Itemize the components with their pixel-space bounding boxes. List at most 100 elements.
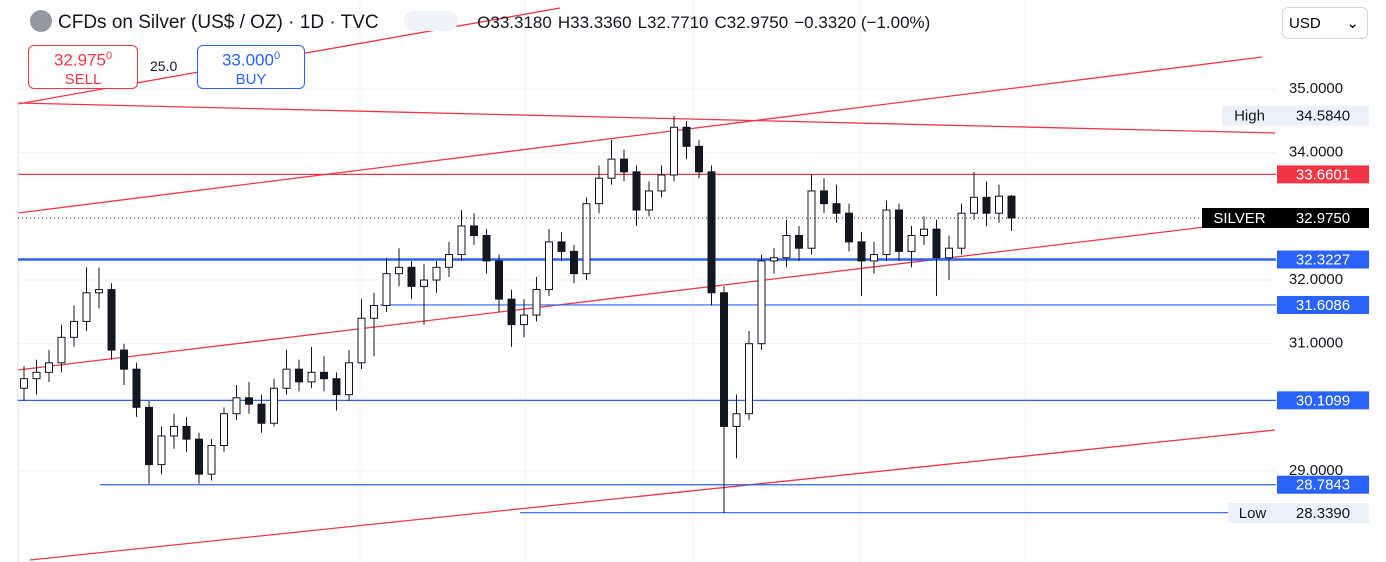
candle-body [807,190,816,249]
candle-body [257,403,266,424]
sell-button[interactable]: 32.9750 SELL [28,45,138,89]
candle-body [595,177,603,205]
marker-name: Low [1239,505,1267,522]
trend-line [17,56,1263,214]
candle-body [895,209,903,252]
candle-body [507,298,516,326]
candle-body [520,314,528,326]
trend-line [17,102,1276,134]
ohlc-value: L32.7710 [637,13,709,32]
candle-body [832,203,841,214]
candle-body [295,368,303,383]
level-tag [1277,250,1369,269]
candle-body [907,234,916,252]
candle-body [470,225,478,236]
candle-body [682,126,691,147]
marker-name-tag [1202,207,1277,228]
candle-body [620,158,628,173]
candle-body [632,171,641,211]
candle-body [107,289,116,351]
candle-body [445,254,453,268]
marker-name: High [1234,108,1265,125]
level-tag-label: 33.6601 [1296,166,1350,183]
level-tag-label: 31.6086 [1296,297,1350,314]
candle-body [995,195,1003,214]
candle-body [495,260,503,300]
candle-body [720,292,728,427]
marker-tag [1277,503,1369,524]
ohlc-value: C32.9750 [714,13,789,32]
candle-body [45,362,53,373]
candle-body [870,254,878,262]
candle-body [407,266,416,287]
candle-body [645,190,653,211]
candle-body [1007,195,1016,219]
trend-line [29,429,1276,561]
candle-body [207,445,216,475]
candle-body [957,212,966,249]
buy-price: 33.000 [221,50,274,70]
candle-body [232,397,241,415]
candle-body [532,289,541,316]
candle-body [820,190,828,205]
marker-name: SILVER [1213,210,1265,227]
level-tag-label: 30.1099 [1296,392,1350,409]
currency: USD [1289,15,1321,32]
level-tag [1277,391,1369,410]
candle-body [695,145,703,173]
currency-select[interactable]: USD ⌄ [1282,7,1368,39]
candle-body [382,273,391,307]
buy-digit: 0 [273,50,281,62]
ohlc-value: H33.3360 [557,13,632,32]
candle-body [920,228,928,236]
level-tag [1277,295,1369,314]
chart-title: CFDs on Silver (US$ / OZ) · 1D · TVC [58,12,379,33]
candle-body [582,203,591,275]
candle-body [670,126,678,176]
sell-price: 32.975 [53,50,106,70]
candle-body [332,378,341,396]
candle-body [932,228,941,259]
trend-lines [17,7,1276,561]
y-tick-label: 32.0000 [1289,271,1343,288]
marker-tag [1277,105,1369,126]
candle-body [345,362,353,396]
level-tag [1277,165,1369,184]
candle-body [282,368,291,389]
candle-body [395,266,403,275]
level-tag-label: 28.7843 [1296,477,1350,494]
marker-name-tag [1228,503,1277,524]
candle-body [245,397,253,405]
marker-name-tag [1222,105,1277,126]
sell-digit: 0 [105,50,113,62]
marker-label: 34.5840 [1296,108,1350,125]
marker-label: 28.3390 [1296,505,1350,522]
candle-body [570,250,578,275]
candle-body [657,174,666,192]
trend-line [17,226,1206,371]
candle-body [20,378,28,389]
candle-body [757,260,766,345]
candle-body [270,387,278,424]
candle-body [120,349,128,370]
candle-body [882,209,891,256]
candle-body [732,413,741,427]
buy-button[interactable]: 33.0000 BUY [197,45,305,89]
indicator-toggle[interactable] [403,11,458,31]
symbol-header: CFDs on Silver (US$ / OZ) · 1D · TVC O33… [30,10,936,34]
buy-label: BUY [235,70,267,88]
candle-body [357,317,366,364]
candle-body [945,247,953,259]
y-tick-label: 31.0000 [1289,335,1343,352]
y-tick-label: 29.0000 [1289,462,1343,479]
candle-body [482,234,491,262]
y-tick-label: 35.0000 [1289,80,1343,97]
candle-body [432,266,441,281]
candle-body [170,425,178,437]
sell-label: SELL [64,70,102,88]
candle-body [307,371,316,383]
candle-body [132,368,141,408]
marker-tag [1277,207,1369,228]
